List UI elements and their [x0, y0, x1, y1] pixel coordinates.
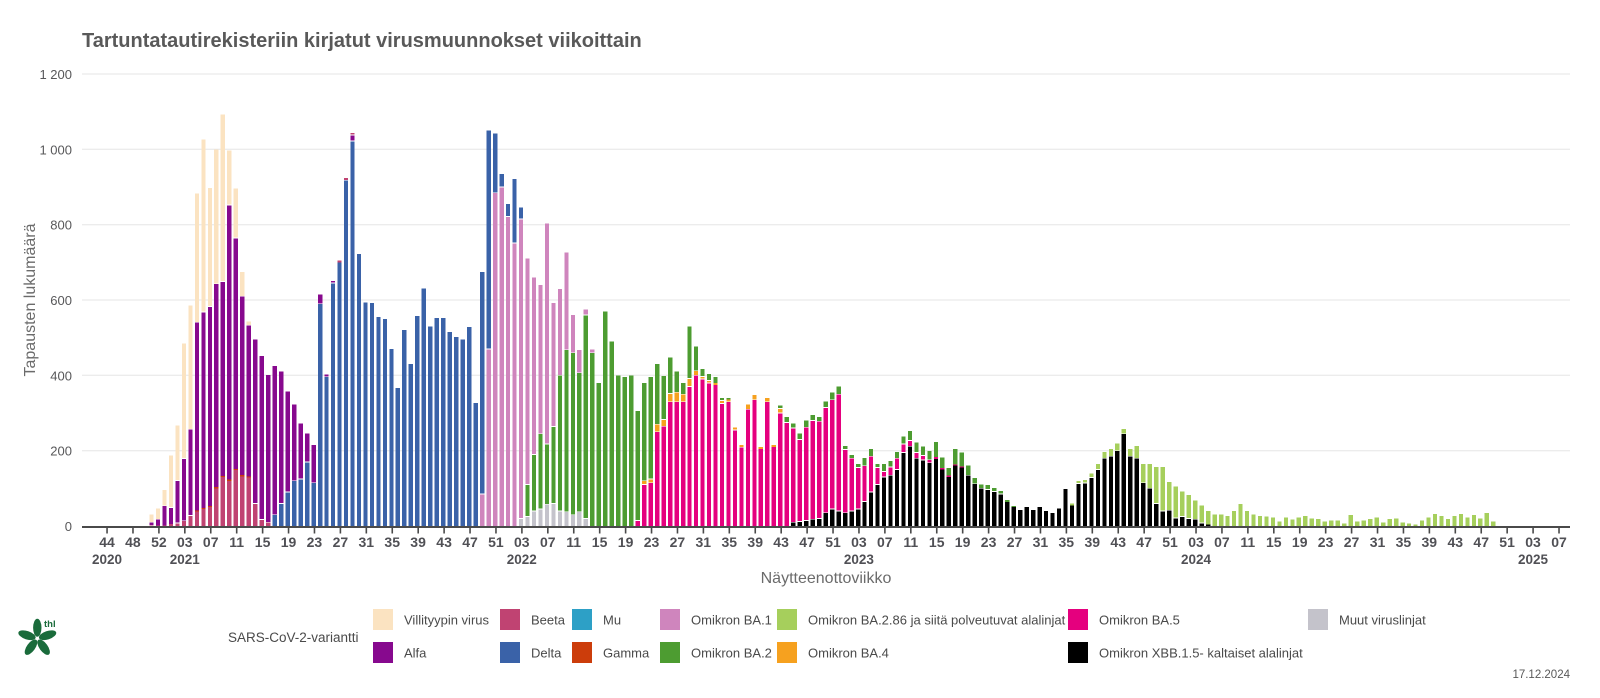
svg-text:27: 27	[1007, 534, 1023, 550]
svg-text:43: 43	[773, 534, 789, 550]
svg-text:23: 23	[307, 534, 323, 550]
svg-text:23: 23	[981, 534, 997, 550]
svg-text:19: 19	[281, 534, 297, 550]
svg-text:15: 15	[255, 534, 271, 550]
svg-text:03: 03	[1188, 534, 1204, 550]
svg-text:Muut viruslinjat: Muut viruslinjat	[1339, 613, 1426, 628]
svg-text:15: 15	[1266, 534, 1282, 550]
svg-text:27: 27	[1344, 534, 1360, 550]
svg-text:0: 0	[65, 519, 72, 534]
svg-text:47: 47	[1136, 534, 1152, 550]
svg-text:31: 31	[696, 534, 712, 550]
svg-text:15: 15	[929, 534, 945, 550]
svg-text:31: 31	[1033, 534, 1049, 550]
svg-text:51: 51	[825, 534, 841, 550]
svg-text:47: 47	[799, 534, 815, 550]
svg-text:07: 07	[1214, 534, 1230, 550]
svg-text:23: 23	[644, 534, 660, 550]
svg-text:Omikron BA.1: Omikron BA.1	[691, 613, 772, 628]
svg-text:03: 03	[1525, 534, 1541, 550]
svg-text:39: 39	[410, 534, 426, 550]
svg-text:Omikron BA.4: Omikron BA.4	[808, 646, 889, 661]
svg-text:47: 47	[1473, 534, 1489, 550]
svg-text:31: 31	[359, 534, 375, 550]
svg-text:Näytteenottoviikko: Näytteenottoviikko	[761, 570, 892, 587]
svg-text:800: 800	[50, 218, 72, 233]
svg-text:03: 03	[514, 534, 530, 550]
svg-text:43: 43	[1448, 534, 1464, 550]
svg-text:Omikron XBB.1.5- kaltaiset ala: Omikron XBB.1.5- kaltaiset alalinjat	[1099, 646, 1303, 661]
svg-text:17.12.2024: 17.12.2024	[1512, 669, 1570, 681]
svg-text:43: 43	[436, 534, 452, 550]
svg-text:11: 11	[1240, 534, 1255, 550]
svg-text:Mu: Mu	[603, 613, 621, 628]
svg-text:Omikron BA.2.86 ja siitä polve: Omikron BA.2.86 ja siitä polveutuvat ala…	[808, 613, 1066, 628]
svg-text:43: 43	[1110, 534, 1126, 550]
svg-text:07: 07	[540, 534, 556, 550]
svg-text:Omikron BA.5: Omikron BA.5	[1099, 613, 1180, 628]
svg-text:51: 51	[1499, 534, 1515, 550]
svg-text:27: 27	[670, 534, 686, 550]
svg-text:07: 07	[203, 534, 219, 550]
svg-text:35: 35	[1396, 534, 1412, 550]
svg-text:48: 48	[125, 534, 141, 550]
svg-text:51: 51	[488, 534, 504, 550]
svg-text:11: 11	[229, 534, 244, 550]
svg-text:2023: 2023	[844, 552, 875, 567]
svg-text:19: 19	[1292, 534, 1308, 550]
svg-text:11: 11	[566, 534, 581, 550]
svg-text:Tartuntatautirekisteriin kirja: Tartuntatautirekisteriin kirjatut virusm…	[82, 30, 642, 52]
svg-text:15: 15	[592, 534, 608, 550]
svg-text:2025: 2025	[1518, 552, 1549, 567]
svg-text:27: 27	[333, 534, 349, 550]
svg-text:03: 03	[177, 534, 193, 550]
svg-text:600: 600	[50, 293, 72, 308]
svg-text:400: 400	[50, 368, 72, 383]
svg-text:39: 39	[1085, 534, 1101, 550]
svg-text:200: 200	[50, 444, 72, 459]
svg-text:03: 03	[851, 534, 867, 550]
svg-text:51: 51	[1162, 534, 1178, 550]
svg-text:Tapausten lukumäärä: Tapausten lukumäärä	[22, 223, 39, 376]
svg-text:19: 19	[618, 534, 634, 550]
svg-text:11: 11	[903, 534, 918, 550]
svg-text:44: 44	[99, 534, 115, 550]
svg-text:35: 35	[1059, 534, 1075, 550]
svg-text:31: 31	[1370, 534, 1386, 550]
svg-text:35: 35	[722, 534, 738, 550]
svg-text:Omikron BA.2: Omikron BA.2	[691, 646, 772, 661]
svg-text:35: 35	[384, 534, 400, 550]
svg-text:23: 23	[1318, 534, 1334, 550]
svg-text:1 000: 1 000	[39, 142, 72, 157]
svg-text:2020: 2020	[92, 552, 122, 567]
svg-text:Villityypin virus: Villityypin virus	[404, 613, 490, 628]
svg-text:2021: 2021	[170, 552, 201, 567]
svg-text:Delta: Delta	[531, 646, 562, 661]
svg-text:19: 19	[955, 534, 971, 550]
svg-text:SARS-CoV-2-variantti: SARS-CoV-2-variantti	[228, 630, 359, 645]
svg-text:Gamma: Gamma	[603, 646, 650, 661]
svg-text:07: 07	[1551, 534, 1567, 550]
svg-text:thl: thl	[44, 619, 56, 630]
svg-text:1 200: 1 200	[39, 67, 72, 82]
svg-text:39: 39	[1422, 534, 1438, 550]
svg-text:2024: 2024	[1181, 552, 1212, 567]
svg-text:07: 07	[877, 534, 893, 550]
svg-text:47: 47	[462, 534, 478, 550]
svg-text:52: 52	[151, 534, 167, 550]
svg-text:2022: 2022	[507, 552, 537, 567]
svg-text:39: 39	[747, 534, 763, 550]
svg-text:Beeta: Beeta	[531, 613, 566, 628]
svg-text:Alfa: Alfa	[404, 646, 427, 661]
